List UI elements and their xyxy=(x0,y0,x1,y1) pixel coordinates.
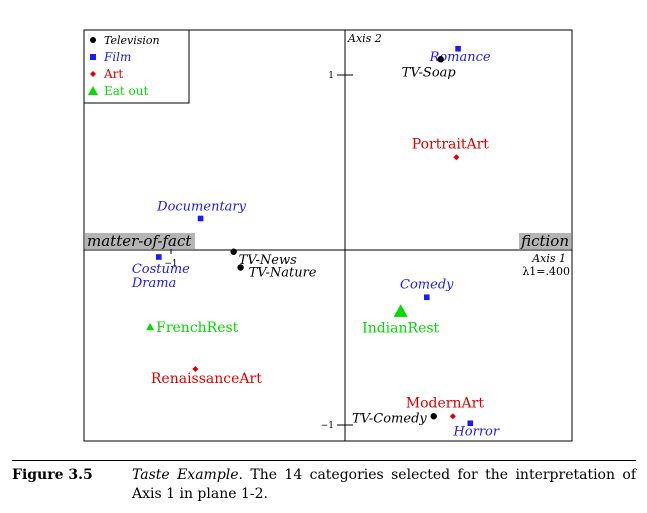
axis-1-title: Axis 1 xyxy=(531,252,566,265)
y-tick-label: −1 xyxy=(321,421,334,431)
x-tick-label: −1 xyxy=(164,259,177,269)
figure-title: Taste Example. xyxy=(132,467,243,483)
legend-label-film: Film xyxy=(103,50,131,64)
point-label-costume-drama-line2: Drama xyxy=(131,276,176,291)
legend-label-television: Television xyxy=(104,34,160,47)
point-portraitart xyxy=(453,154,460,161)
point-documentary xyxy=(197,215,204,222)
point-label-tv-news: TV-News xyxy=(239,253,297,268)
legend-box xyxy=(83,29,190,104)
point-tv-soap xyxy=(437,56,444,63)
point-romance xyxy=(455,45,461,52)
legend-marker-television xyxy=(90,37,96,43)
point-label-tv-comedy: TV-Comedy xyxy=(352,411,427,426)
plot-frame xyxy=(83,29,573,442)
legend-label-art: Art xyxy=(103,67,123,81)
legend-marker-art xyxy=(90,71,96,77)
point-label-portraitart: PortraitArt xyxy=(412,136,490,152)
legend-label-eat-out: Eat out xyxy=(104,84,149,98)
point-indianrest xyxy=(393,304,408,317)
point-tv-comedy xyxy=(430,413,437,420)
figure-text: Taste Example. The 14 categories selecte… xyxy=(132,466,636,504)
point-label-costume-drama-line1: Costume xyxy=(132,262,190,277)
point-label-horror: Horror xyxy=(452,424,499,439)
eigenvalue-label: λ1=.400 xyxy=(522,265,570,278)
point-label-tv-soap: TV-Soap xyxy=(402,65,457,80)
axis-2-title: Axis 2 xyxy=(347,32,382,45)
pole-positive-label: fiction xyxy=(520,232,569,250)
point-label-indianrest: IndianRest xyxy=(362,320,439,336)
point-label-tv-nature: TV-Nature xyxy=(249,266,317,281)
point-label-renaissanceart: RenaissanceArt xyxy=(151,371,262,387)
point-horror xyxy=(467,420,474,427)
point-comedy xyxy=(423,294,430,301)
pole-negative-label: matter-of-fact xyxy=(87,232,192,250)
point-label-modernart: ModernArt xyxy=(406,395,485,411)
point-label-frenchrest: FrenchRest xyxy=(156,320,239,336)
point-tv-nature xyxy=(237,264,244,271)
figure-description: The 14 categories selected for the inter… xyxy=(132,467,636,502)
pole-negative-bg xyxy=(85,233,195,249)
figure-label: Figure 3.5 xyxy=(12,467,93,483)
point-renaissanceart xyxy=(192,366,199,372)
caption-rule xyxy=(12,460,636,461)
pole-positive-bg xyxy=(519,233,571,249)
legend-marker-eat-out xyxy=(88,86,98,95)
legend-marker-film xyxy=(90,54,96,60)
y-tick-label: 1 xyxy=(328,71,334,81)
point-label-documentary: Documentary xyxy=(156,200,246,215)
point-label-comedy: Comedy xyxy=(400,277,454,292)
point-tv-news xyxy=(230,248,237,255)
point-modernart xyxy=(449,413,456,420)
scatter-plot: −1 1 −1 Axis 2 Axis 1λ1=.400 matter-of-fact fi… xyxy=(83,29,573,442)
point-label-romance: Romance xyxy=(429,50,491,65)
point-costume-drama xyxy=(156,254,162,260)
point-frenchrest xyxy=(146,323,155,331)
